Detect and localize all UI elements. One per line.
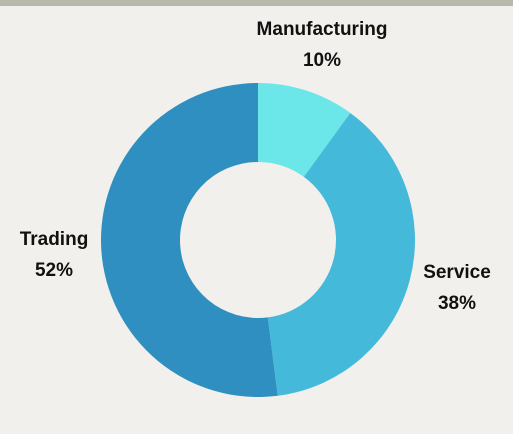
slice-value-label: 52%: [35, 260, 73, 281]
slice: [100, 83, 278, 397]
slice-label: Manufacturing: [257, 19, 388, 40]
slice: [267, 112, 415, 396]
top-bar: [0, 0, 513, 6]
slice-label: Service: [423, 262, 491, 283]
slice-label: Trading: [20, 229, 89, 250]
slice-value-label: 10%: [303, 50, 341, 71]
slice: [258, 83, 351, 177]
slice-value-label: 38%: [438, 293, 476, 314]
